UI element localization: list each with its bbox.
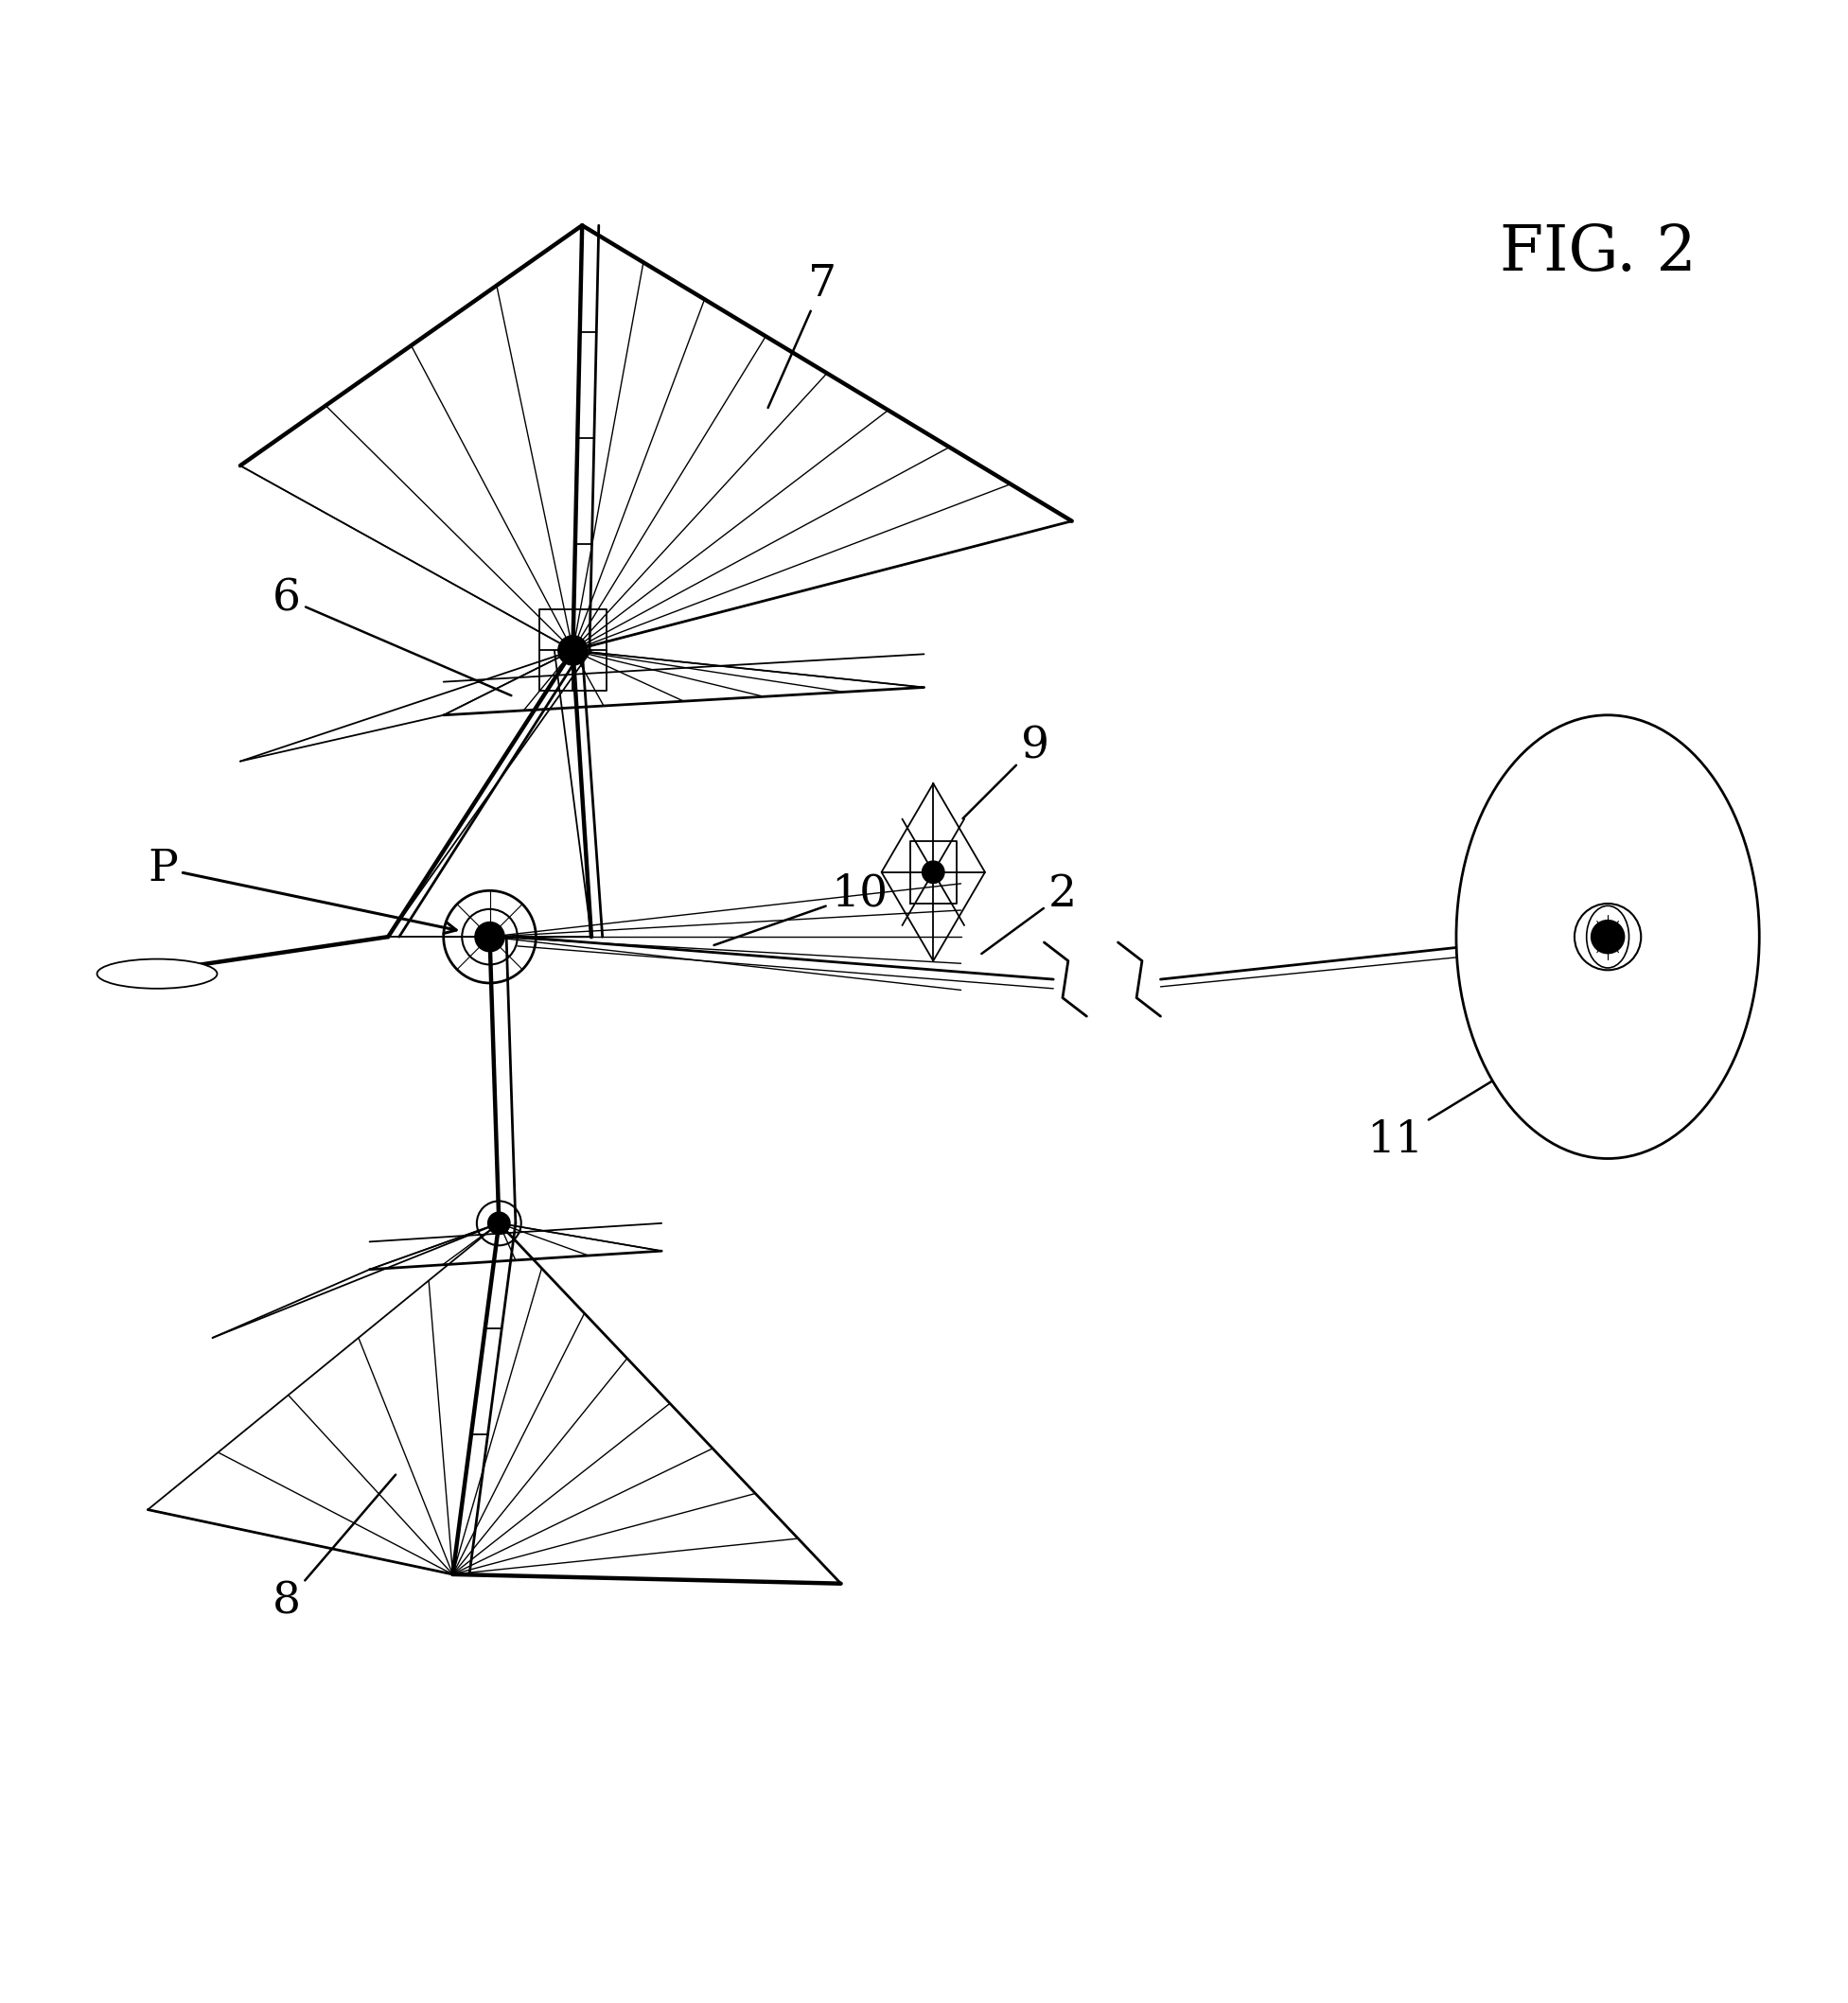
Text: 9: 9 <box>963 725 1050 819</box>
Text: FIG. 2: FIG. 2 <box>1501 222 1696 284</box>
Text: 8: 8 <box>272 1474 395 1624</box>
Ellipse shape <box>96 959 218 989</box>
Ellipse shape <box>1456 715 1759 1158</box>
Text: P: P <box>148 847 456 933</box>
Text: P: P <box>1510 941 1586 1046</box>
Text: 10: 10 <box>713 873 887 945</box>
Circle shape <box>922 861 944 883</box>
Circle shape <box>558 635 588 665</box>
Text: 2: 2 <box>981 873 1077 953</box>
Ellipse shape <box>1587 905 1628 967</box>
Text: 7: 7 <box>769 262 837 409</box>
Text: 11: 11 <box>1368 1044 1554 1162</box>
Circle shape <box>488 1212 510 1234</box>
Circle shape <box>1591 919 1624 953</box>
Text: 6: 6 <box>272 577 512 695</box>
Circle shape <box>475 921 505 951</box>
